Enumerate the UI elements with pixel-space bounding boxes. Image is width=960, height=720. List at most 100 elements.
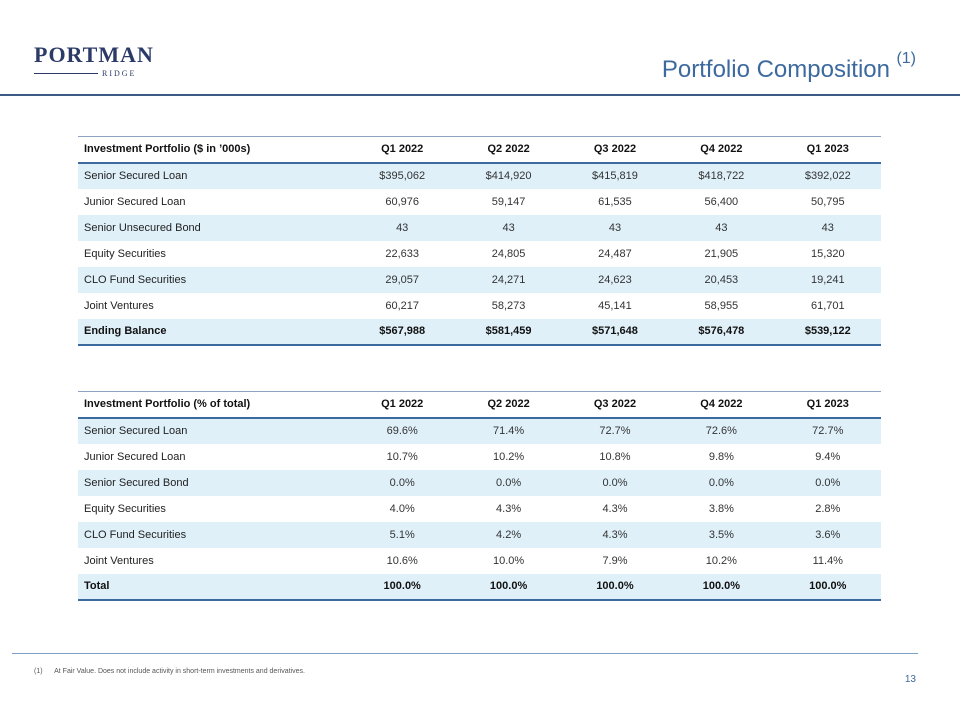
column-header: Q2 2022 bbox=[455, 391, 562, 419]
table-cell: 5.1% bbox=[349, 521, 456, 548]
table-cell: $415,819 bbox=[561, 162, 669, 189]
table-cell: 100.0% bbox=[561, 573, 669, 601]
table-row: Junior Secured Loan 10.7% 10.2% 10.8% 9.… bbox=[78, 444, 881, 470]
table-cell: 2.8% bbox=[815, 502, 841, 515]
table-cell: 69.6% bbox=[349, 417, 456, 444]
table-cell: 10.6% bbox=[386, 554, 418, 567]
row-label: Ending Balance bbox=[78, 318, 349, 346]
row-label: Equity Securities bbox=[84, 247, 166, 260]
title-footnote-ref: (1) bbox=[896, 50, 916, 67]
table-cell: 60,217 bbox=[385, 299, 420, 312]
column-header: Q4 2022 bbox=[668, 136, 775, 164]
table-cell: 10.8% bbox=[599, 450, 631, 463]
table-cell: 100.0% bbox=[774, 573, 881, 601]
table-cell: 24,271 bbox=[455, 266, 562, 293]
table-cell: 4.0% bbox=[389, 502, 415, 515]
row-label: Joint Ventures bbox=[84, 299, 154, 312]
table-cell: 10.2% bbox=[705, 554, 737, 567]
column-header: Q3 2022 bbox=[561, 136, 669, 164]
column-header: Q1 2023 bbox=[774, 136, 881, 164]
table-cell: 60,976 bbox=[385, 195, 420, 208]
table-cell: 10.0% bbox=[492, 554, 525, 567]
table-cell: 22,633 bbox=[385, 247, 420, 260]
table-cell: 4.3% bbox=[602, 502, 628, 515]
row-label: CLO Fund Securities bbox=[78, 521, 349, 548]
table-cell: 50,795 bbox=[810, 195, 845, 208]
table-cell: 20,453 bbox=[668, 266, 775, 293]
table-cell: 19,241 bbox=[774, 266, 881, 293]
total-row: Total 100.0% 100.0% 100.0% 100.0% 100.0% bbox=[78, 573, 881, 601]
table-cell: 72.7% bbox=[561, 417, 669, 444]
table-cell: 24,487 bbox=[598, 247, 632, 260]
column-header: Q3 2022 bbox=[561, 391, 669, 419]
portfolio-percent-table: Investment Portfolio (% of total) Q1 202… bbox=[78, 391, 881, 601]
header-divider bbox=[0, 94, 960, 96]
portfolio-dollars-table: Investment Portfolio ($ in ’000s) Q1 202… bbox=[78, 136, 881, 346]
table-cell: 0.0% bbox=[349, 469, 456, 496]
table-cell: 15,320 bbox=[810, 247, 845, 260]
table-row: CLO Fund Securities 29,057 24,271 24,623… bbox=[78, 266, 881, 293]
table-cell: 0.0% bbox=[455, 469, 562, 496]
column-header: Q4 2022 bbox=[668, 391, 775, 419]
column-header: Investment Portfolio (% of total) bbox=[78, 391, 349, 419]
table-cell: 59,147 bbox=[491, 195, 526, 208]
table-cell: 100.0% bbox=[455, 573, 562, 601]
table-cell: 43 bbox=[774, 214, 881, 241]
table-cell: 4.3% bbox=[561, 521, 669, 548]
row-label: Junior Secured Loan bbox=[84, 195, 186, 208]
table-cell: 7.9% bbox=[602, 554, 628, 567]
table-cell: 24,623 bbox=[561, 266, 669, 293]
column-header: Q1 2023 bbox=[774, 391, 881, 419]
footnote: (1) At Fair Value. Does not include acti… bbox=[34, 668, 305, 675]
table-cell: $392,022 bbox=[774, 162, 881, 189]
logo-wordmark: PORTMAN bbox=[34, 42, 154, 67]
table-cell: 58,955 bbox=[704, 299, 739, 312]
table-row: Equity Securities 22,633 24,805 24,487 2… bbox=[78, 241, 881, 267]
table-cell: 61,701 bbox=[810, 299, 845, 312]
logo-subtitle: RIDGE bbox=[102, 69, 137, 78]
table-cell: 0.0% bbox=[774, 469, 881, 496]
table-row: Joint Ventures 60,217 58,273 45,141 58,9… bbox=[78, 293, 881, 319]
table-cell: 100.0% bbox=[668, 573, 775, 601]
logo-rule bbox=[34, 73, 98, 74]
row-label: Equity Securities bbox=[84, 502, 166, 515]
table-row: CLO Fund Securities 5.1% 4.2% 4.3% 3.5% … bbox=[78, 521, 881, 548]
row-label: Senior Unsecured Bond bbox=[78, 214, 349, 241]
table-header-row: Investment Portfolio (% of total) Q1 202… bbox=[78, 391, 881, 419]
table-cell: 11.4% bbox=[812, 554, 843, 567]
table-cell: 9.4% bbox=[815, 450, 841, 463]
row-label: CLO Fund Securities bbox=[78, 266, 349, 293]
table-cell: $539,122 bbox=[774, 318, 881, 346]
table-cell: $567,988 bbox=[349, 318, 456, 346]
table-cell: 43 bbox=[455, 214, 562, 241]
logo-subline: RIDGE bbox=[34, 69, 146, 78]
table-cell: 0.0% bbox=[561, 469, 669, 496]
table-cell: 29,057 bbox=[349, 266, 456, 293]
table-cell: $418,722 bbox=[668, 162, 775, 189]
table-cell: $571,648 bbox=[561, 318, 669, 346]
row-label: Total bbox=[78, 573, 349, 601]
table-cell: 72.7% bbox=[774, 417, 881, 444]
column-header: Q2 2022 bbox=[455, 136, 562, 164]
table-cell: 43 bbox=[349, 214, 456, 241]
table-cell: 45,141 bbox=[598, 299, 632, 312]
table-cell: 43 bbox=[668, 214, 775, 241]
table-row: Senior Secured Loan $395,062 $414,920 $4… bbox=[78, 162, 881, 189]
table-row: Joint Ventures 10.6% 10.0% 7.9% 10.2% 11… bbox=[78, 548, 881, 574]
table-cell: $395,062 bbox=[349, 162, 456, 189]
table-row: Equity Securities 4.0% 4.3% 4.3% 3.8% 2.… bbox=[78, 496, 881, 522]
table-cell: 0.0% bbox=[668, 469, 775, 496]
column-header: Investment Portfolio ($ in ’000s) bbox=[78, 136, 349, 164]
total-row: Ending Balance $567,988 $581,459 $571,64… bbox=[78, 318, 881, 346]
table-cell: 24,805 bbox=[491, 247, 526, 260]
row-label: Senior Secured Bond bbox=[78, 469, 349, 496]
table-cell: 72.6% bbox=[668, 417, 775, 444]
table-row: Senior Unsecured Bond 43 43 43 43 43 bbox=[78, 214, 881, 241]
page-title: Portfolio Composition bbox=[661, 56, 890, 83]
row-label: Joint Ventures bbox=[84, 554, 154, 567]
table-cell: 3.8% bbox=[708, 502, 734, 515]
table-row: Senior Secured Loan 69.6% 71.4% 72.7% 72… bbox=[78, 417, 881, 444]
footnote-number: (1) bbox=[34, 668, 43, 675]
table-cell: 4.3% bbox=[496, 502, 522, 515]
footer-divider bbox=[12, 653, 918, 654]
